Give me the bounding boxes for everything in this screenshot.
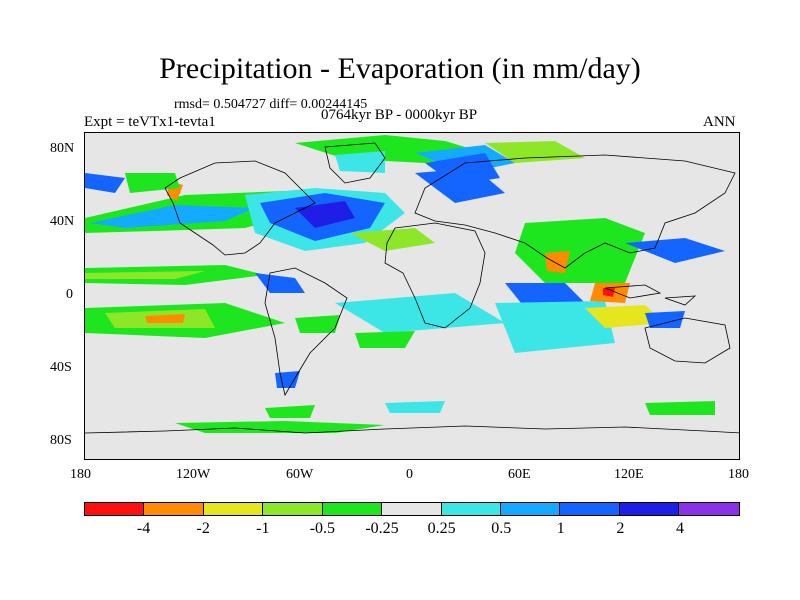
- contour-alaska-green: [125, 173, 180, 193]
- colorbar-box: [382, 503, 442, 515]
- colorbar-box: [679, 503, 739, 515]
- contour-southern-green2: [645, 401, 715, 415]
- contour-maritime-red: [603, 288, 615, 297]
- contour-natl-dark: [295, 201, 355, 228]
- contour-natl-green: [350, 228, 435, 251]
- contour-southern-blue: [275, 371, 300, 388]
- lat-label-0: 0: [66, 287, 73, 302]
- lat-label-40n: 40N: [50, 214, 75, 229]
- experiment-label: Expt = teVTx1-tevta1: [84, 114, 216, 130]
- colorbar: [84, 502, 740, 516]
- colorbar-label: -1: [256, 520, 270, 537]
- contour-greenland-cyan: [335, 151, 385, 173]
- colorbar-label: 0.25: [427, 520, 456, 537]
- colorbar-label: 4: [676, 520, 684, 537]
- colorbar-box: [619, 503, 680, 515]
- contour-asia-blue: [625, 238, 725, 263]
- colorbar-label: 1: [556, 520, 565, 537]
- contour-satl-green: [355, 331, 415, 348]
- contour-tropics-lime: [85, 271, 205, 279]
- coast-australia: [644, 317, 731, 364]
- contour-sepac-orange: [145, 314, 185, 323]
- contour-southern-cyan: [385, 401, 445, 413]
- season-label: ANN: [703, 114, 736, 130]
- lat-label-80s: 80S: [50, 433, 72, 448]
- coast-south-america: [264, 267, 348, 397]
- lon-label-120w: 120W: [176, 467, 211, 482]
- coast-antarctica: [85, 425, 739, 434]
- contour-npac-blue: [90, 205, 255, 228]
- colorbar-label: -4: [136, 520, 151, 537]
- colorbar-box: [560, 503, 620, 515]
- coast-indonesia: [604, 284, 697, 306]
- coast-greenland: [324, 142, 386, 184]
- lon-label-120e: 120E: [614, 467, 644, 482]
- colorbar-box: [263, 503, 323, 515]
- colorbar-box: [500, 503, 561, 515]
- coast-africa: [384, 222, 486, 329]
- colorbar-label: 2: [616, 520, 625, 537]
- colorbar-box: [203, 503, 264, 515]
- lat-label-80n: 80N: [50, 141, 75, 156]
- contour-alaska-blue: [85, 173, 125, 193]
- contour-indian-cyan: [495, 301, 615, 353]
- contour-eqatl-cyan: [335, 293, 505, 333]
- coast-eurasia: [414, 154, 736, 269]
- contour-samerica-green: [295, 315, 340, 333]
- colorbar-box: [144, 503, 204, 515]
- field-contours: [85, 135, 725, 433]
- map-title: Precipitation - Evaporation (in mm/day): [159, 52, 641, 85]
- colorbar-box: [441, 503, 501, 515]
- stats-subtitle: rmsd= 0.504727 diff= 0.00244145: [174, 97, 368, 112]
- lon-label-0: 0: [406, 467, 413, 482]
- lon-label-60w: 60W: [286, 467, 314, 482]
- contour-antarctic-green: [175, 421, 385, 433]
- contour-eqpac-blue: [255, 273, 305, 293]
- lon-label-180e: 180: [728, 467, 749, 482]
- coast-north-america: [164, 160, 316, 256]
- colorbar-label: 0.5: [491, 520, 512, 537]
- coastlines: [85, 142, 739, 434]
- lon-label-60e: 60E: [508, 467, 531, 482]
- colorbar-label: -2: [196, 520, 210, 537]
- contour-southern-green1: [265, 405, 315, 418]
- period-subtitle: 0764kyr BP - 0000kyr BP: [321, 107, 478, 123]
- contour-nordic-green: [485, 141, 585, 163]
- contour-europe-blue: [415, 168, 505, 203]
- colorbar-label: -0.5: [309, 520, 336, 537]
- colorbar-box: [322, 503, 383, 515]
- contour-spac-yellow: [585, 305, 665, 328]
- contour-asia-green: [515, 218, 645, 283]
- lat-label-40s: 40S: [50, 360, 72, 375]
- lon-label-180w: 180: [70, 467, 91, 482]
- colorbar-box: [85, 503, 145, 515]
- world-map-plot: [84, 132, 740, 460]
- map-svg: [85, 135, 739, 434]
- contour-spac-blue: [645, 311, 685, 328]
- colorbar-label: -0.25: [365, 520, 399, 537]
